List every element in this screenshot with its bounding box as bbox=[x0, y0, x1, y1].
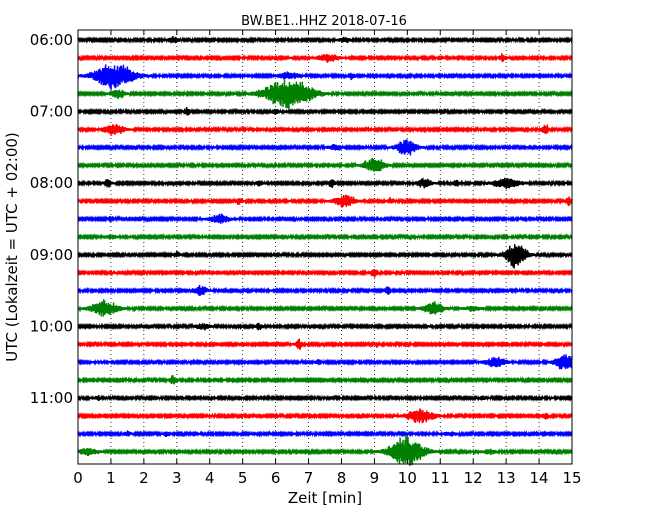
trace-row-07:30 bbox=[77, 139, 573, 156]
trace-row-09:45 bbox=[77, 299, 573, 317]
x-tick-label: 6 bbox=[271, 469, 281, 487]
x-tick-label: 5 bbox=[238, 469, 248, 487]
x-tick-label: 13 bbox=[497, 469, 516, 487]
x-tick-label: 1 bbox=[106, 469, 116, 487]
y-axis-label: UTC (Lokalzeit = UTC + 02:00) bbox=[3, 132, 21, 362]
trace-row-08:30 bbox=[77, 213, 573, 224]
trace-row-06:15 bbox=[77, 53, 573, 63]
y-axis: 06:00 07:00 08:00 09:00 10:00 11:00 bbox=[30, 31, 572, 407]
trace-row-06:00 bbox=[77, 35, 573, 45]
trace-row-11:15 bbox=[77, 408, 573, 424]
x-tick-label: 10 bbox=[398, 469, 417, 487]
trace-row-11:30 bbox=[77, 429, 573, 438]
chart-title: BW.BE1..HHZ 2018-07-16 bbox=[241, 14, 407, 29]
trace-row-08:15 bbox=[77, 194, 573, 208]
trace-row-09:15 bbox=[77, 268, 573, 278]
y-tick-label: 09:00 bbox=[30, 246, 73, 264]
trace-row-10:00 bbox=[77, 322, 573, 331]
y-tick-label: 11:00 bbox=[30, 389, 73, 407]
y-tick-label: 06:00 bbox=[30, 31, 73, 49]
x-tick-label: 8 bbox=[337, 469, 347, 487]
trace-row-08:45 bbox=[77, 232, 573, 241]
x-tick-label: 4 bbox=[205, 469, 215, 487]
plot-frame bbox=[77, 29, 573, 465]
trace-row-07:45 bbox=[77, 157, 573, 172]
grid-layer bbox=[110, 30, 540, 464]
trace-row-06:45 bbox=[77, 79, 573, 110]
x-axis: 0 1 2 3 4 5 6 7 8 9 10 11 12 13 14 15 bbox=[73, 30, 582, 487]
y-tick-label: 08:00 bbox=[30, 174, 73, 192]
x-tick-label: 0 bbox=[73, 469, 83, 487]
y-tick-label: 10:00 bbox=[30, 317, 73, 335]
x-axis-label: Zeit [min] bbox=[288, 489, 362, 507]
x-tick-label: 15 bbox=[562, 469, 581, 487]
x-tick-label: 9 bbox=[370, 469, 380, 487]
trace-row-11:00 bbox=[77, 394, 573, 402]
trace-row-10:15 bbox=[77, 338, 573, 350]
traces-layer bbox=[77, 35, 573, 466]
trace-row-09:30 bbox=[77, 284, 573, 296]
trace-row-11:45 bbox=[77, 434, 573, 466]
x-tick-label: 14 bbox=[530, 469, 549, 487]
trace-row-10:30 bbox=[77, 354, 573, 370]
trace-row-09:00 bbox=[77, 244, 573, 269]
x-tick-label: 3 bbox=[172, 469, 182, 487]
trace-row-10:45 bbox=[77, 375, 573, 385]
x-tick-label: 2 bbox=[139, 469, 149, 487]
y-tick-label: 07:00 bbox=[30, 103, 73, 121]
trace-row-07:00 bbox=[77, 107, 573, 116]
x-tick-label: 7 bbox=[304, 469, 314, 487]
trace-row-06:30 bbox=[77, 64, 573, 90]
x-tick-label: 11 bbox=[431, 469, 450, 487]
x-tick-label: 12 bbox=[464, 469, 483, 487]
trace-row-07:15 bbox=[77, 123, 573, 136]
trace-row-08:00 bbox=[77, 177, 573, 190]
